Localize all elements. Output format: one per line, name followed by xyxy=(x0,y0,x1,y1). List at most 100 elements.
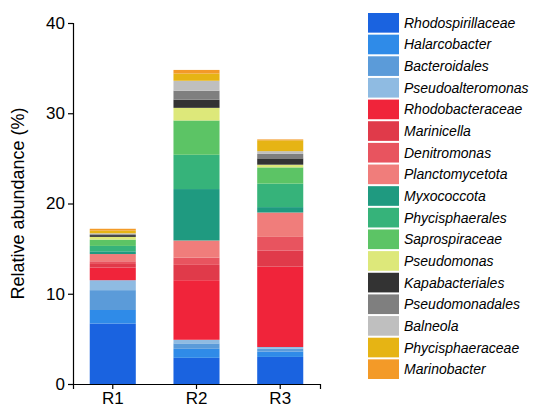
series xyxy=(90,108,304,240)
legend-label: Halarcobacter xyxy=(404,36,492,52)
y-axis-line xyxy=(68,24,74,385)
bar-segment xyxy=(257,237,303,251)
bar-segment xyxy=(90,237,136,240)
bar-segment xyxy=(90,310,136,324)
legend-item: Phycisphaeraceae xyxy=(368,338,519,358)
series xyxy=(90,237,304,265)
bar-segment xyxy=(257,158,303,164)
bar-segment xyxy=(257,347,303,349)
series xyxy=(90,155,304,252)
bar-segment xyxy=(257,250,303,266)
legend-label: Phycisphaeraceae xyxy=(404,340,519,356)
legend-swatch xyxy=(368,165,399,185)
bar-segment xyxy=(90,254,136,261)
bar-segment xyxy=(257,267,303,347)
bar-segment xyxy=(90,280,136,290)
x-tick: R1 xyxy=(102,384,124,408)
x-tick: R2 xyxy=(186,384,208,408)
legend-label: Pseudomonas xyxy=(404,253,494,269)
bar-segment xyxy=(90,251,136,254)
legend-item: Marinicella xyxy=(368,121,471,141)
y-tick-label: 40 xyxy=(46,14,65,33)
legend-item: Bacteroidales xyxy=(368,56,489,76)
bar-segment xyxy=(257,167,303,183)
y-tick-label: 30 xyxy=(46,104,65,123)
legend-swatch xyxy=(368,143,399,163)
bar-segment xyxy=(173,74,219,81)
legend-swatch xyxy=(368,294,399,314)
bar-segment xyxy=(257,357,303,384)
y-tick-label: 20 xyxy=(46,194,65,213)
legend-item: Saprospiraceae xyxy=(368,229,502,249)
legend-swatch xyxy=(368,35,399,55)
legend-label: Saprospiraceae xyxy=(404,231,502,247)
bar-segment xyxy=(90,261,136,264)
legend-label: Bacteroidales xyxy=(404,58,489,74)
legend-item: Balneola xyxy=(368,316,459,336)
y-tick-label: 10 xyxy=(46,285,65,304)
legend-swatch xyxy=(368,100,399,120)
y-tick-label: 0 xyxy=(56,375,65,394)
y-axis-title: Relative abundance (%) xyxy=(8,107,28,299)
legend-label: Kapabacteriales xyxy=(404,275,504,291)
legend-item: Halarcobacter xyxy=(368,35,492,55)
series xyxy=(90,70,304,231)
bar-segment xyxy=(90,268,136,281)
legend-label: Pseudoalteromonas xyxy=(404,80,529,96)
legend-swatch xyxy=(368,56,399,76)
legend-item: Planctomycetota xyxy=(368,165,508,185)
legend-item: Pseudomonadales xyxy=(368,294,520,314)
legend: Rhodospirillaceae Halarcobacter Bacteroida… xyxy=(368,13,529,379)
y-tick-mark xyxy=(68,294,73,295)
legend-swatch xyxy=(368,229,399,249)
bar-segment xyxy=(257,139,303,141)
bar-segment xyxy=(173,120,219,154)
bar-segment xyxy=(90,246,136,251)
bars xyxy=(90,70,304,384)
bar-segment xyxy=(90,234,136,236)
legend-swatch xyxy=(368,121,399,141)
bar-segment xyxy=(173,258,219,265)
bar-segment xyxy=(90,264,136,268)
x-tick-label: R3 xyxy=(269,389,291,408)
legend-swatch xyxy=(368,251,399,271)
legend-item: Marinobacter xyxy=(368,359,487,379)
legend-item: Denitromonas xyxy=(368,143,491,163)
legend-label: Balneola xyxy=(404,318,459,334)
legend-swatch xyxy=(368,186,399,206)
bar-segment xyxy=(257,213,303,237)
legend-swatch xyxy=(368,78,399,98)
bar-segment xyxy=(90,240,136,246)
y-tick: 10 xyxy=(46,285,73,304)
x-tick-label: R2 xyxy=(186,389,208,408)
legend-item: Myxococcota xyxy=(368,186,486,206)
legend-swatch xyxy=(368,359,399,379)
bar-segment xyxy=(173,189,219,240)
bar-segment xyxy=(90,290,136,310)
legend-label: Rhodospirillaceae xyxy=(404,15,516,31)
legend-item: Rhodobacteraceae xyxy=(368,100,523,120)
bar-segment xyxy=(90,229,136,231)
y-tick-mark xyxy=(68,113,73,114)
bar-segment xyxy=(173,343,219,348)
legend-label: Myxococcota xyxy=(404,188,486,204)
legend-label: Rhodobacteraceae xyxy=(404,101,523,117)
legend-swatch xyxy=(368,316,399,336)
y-tick: 40 xyxy=(46,14,73,33)
bar-segment xyxy=(173,100,219,108)
bar-segment xyxy=(173,81,219,91)
legend-item: Kapabacteriales xyxy=(368,273,504,293)
bar-segment xyxy=(173,91,219,100)
bar-segment xyxy=(257,207,303,212)
y-tick-mark xyxy=(68,23,73,24)
bar-segment xyxy=(257,140,303,151)
series xyxy=(90,81,304,234)
legend-swatch xyxy=(368,13,399,33)
x-tick-label: R1 xyxy=(102,389,124,408)
legend-swatch xyxy=(368,273,399,293)
bar-segment xyxy=(90,324,136,384)
bar-segment xyxy=(257,154,303,159)
legend-label: Phycisphaerales xyxy=(404,210,507,226)
legend-item: Rhodospirillaceae xyxy=(368,13,516,33)
legend-label: Marinobacter xyxy=(404,361,487,377)
